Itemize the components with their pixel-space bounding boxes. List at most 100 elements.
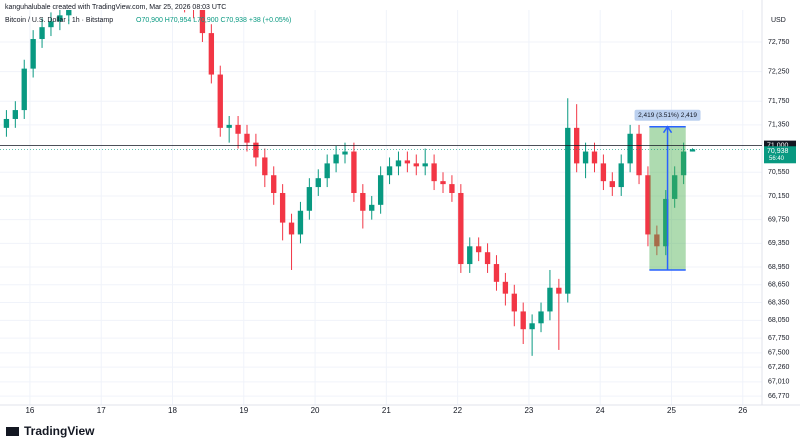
measure-label-box <box>634 109 701 121</box>
candle-body <box>297 210 304 235</box>
candle-body <box>511 293 517 312</box>
candle-body <box>600 163 607 182</box>
candle-body <box>422 163 428 167</box>
candle-body <box>30 39 36 69</box>
y-tick-label: 68,350 <box>768 299 790 306</box>
y-tick-label: 72,250 <box>768 68 790 75</box>
grid <box>0 10 762 405</box>
candle-body <box>689 149 696 152</box>
candle-body <box>645 175 651 235</box>
symbol: Bitcoin / U.S. Dollar · 1h · Bitstamp <box>5 17 113 24</box>
candle-body <box>315 178 321 188</box>
candle-body <box>467 246 473 265</box>
measure-arrowhead <box>662 125 673 134</box>
y-tick-label: 70,550 <box>768 169 790 176</box>
candle-body <box>66 10 72 16</box>
candle-body <box>529 323 535 330</box>
candle-body <box>333 154 339 164</box>
candle-body <box>226 124 232 128</box>
candle-body <box>654 234 660 247</box>
y-tick-label: 69,350 <box>768 240 790 247</box>
logo: TradingView <box>6 424 95 438</box>
candle-body <box>57 15 63 22</box>
candle-body <box>449 184 455 193</box>
candle-body <box>458 192 464 265</box>
candle-body <box>520 311 526 330</box>
x-tick-label: 17 <box>97 406 106 415</box>
candle-body <box>680 151 687 176</box>
y-tick-label: 70,150 <box>768 193 790 200</box>
y-tick-label: 67,010 <box>768 379 790 386</box>
candle-body <box>547 287 553 312</box>
candle-body <box>493 264 500 282</box>
candle-body <box>324 163 330 179</box>
candle-body <box>12 110 18 119</box>
candle-body <box>484 252 491 265</box>
candle-body <box>591 151 598 164</box>
candle-body <box>217 74 223 128</box>
y-tick-label: 68,050 <box>768 317 790 324</box>
candle-body <box>21 68 27 111</box>
candle-body <box>208 33 215 75</box>
candle-body <box>636 133 642 176</box>
y-tick-label: 66,770 <box>768 393 790 400</box>
attribution: kanguhalubale created with TradingView.c… <box>5 4 226 11</box>
x-tick-label: 21 <box>382 406 391 415</box>
candle-body <box>672 175 678 199</box>
logo-text: TradingView <box>24 424 95 438</box>
axes: 72,750 72,250 71,750 71,350 70,550 70,150 69,7… <box>25 39 789 415</box>
candle-body <box>235 124 241 134</box>
currency: USD <box>771 17 786 24</box>
x-tick-label: 18 <box>168 406 177 415</box>
candle-body <box>351 151 357 193</box>
candle-body <box>395 160 402 167</box>
candle-body <box>262 157 268 176</box>
logo-icon <box>6 427 19 436</box>
last-price-label: 70,938 <box>767 148 789 155</box>
candle-body <box>475 246 482 253</box>
ohlc-label: O70,900 H70,954 L70,900 C70,938 +38 (+0.… <box>136 17 291 24</box>
y-tick-label: 71,750 <box>768 98 790 105</box>
x-tick-label: 26 <box>738 406 747 415</box>
candle-body <box>663 198 669 247</box>
y-tick-label: 68,650 <box>768 282 790 289</box>
candle-body <box>609 181 615 188</box>
candle-body <box>556 287 562 294</box>
candle-body <box>627 133 633 164</box>
price-tag <box>764 140 796 151</box>
y-tick-label: 71,350 <box>768 122 790 129</box>
x-tick-label: 22 <box>453 406 462 415</box>
candle-body <box>369 204 375 211</box>
candle-body <box>306 187 313 211</box>
y-tick-label: 68,950 <box>768 264 790 271</box>
x-tick-label: 16 <box>25 406 34 415</box>
candle-body <box>48 21 54 28</box>
candle-body <box>3 118 10 128</box>
x-tick-label: 23 <box>524 406 533 415</box>
countdown: 56:40 <box>769 156 785 162</box>
measure-label: 2,419 (3.51%) 2,419 <box>638 112 697 119</box>
candle-body <box>271 175 277 193</box>
candle-body <box>244 133 250 143</box>
candle-body <box>279 192 286 223</box>
candle-body <box>618 163 624 188</box>
candle-body <box>440 181 446 185</box>
plot-area <box>3 10 696 356</box>
last-price-tag <box>764 146 796 164</box>
candle-body <box>386 166 393 176</box>
candle-body <box>404 160 411 164</box>
candle-body <box>199 10 206 34</box>
candle-body <box>565 127 571 294</box>
candle-body <box>377 175 384 205</box>
candle-body <box>39 27 45 40</box>
y-tick-label: 67,500 <box>768 350 790 357</box>
candle-body <box>360 192 366 211</box>
price-tag-label: 71,000 <box>767 142 789 149</box>
y-tick-label: 69,750 <box>768 216 790 223</box>
candle-body <box>538 311 544 324</box>
candle-body <box>342 151 348 155</box>
y-tick-label: 67,750 <box>768 335 790 342</box>
candle-body <box>413 163 419 167</box>
candle-body <box>288 222 295 235</box>
x-tick-label: 19 <box>239 406 248 415</box>
